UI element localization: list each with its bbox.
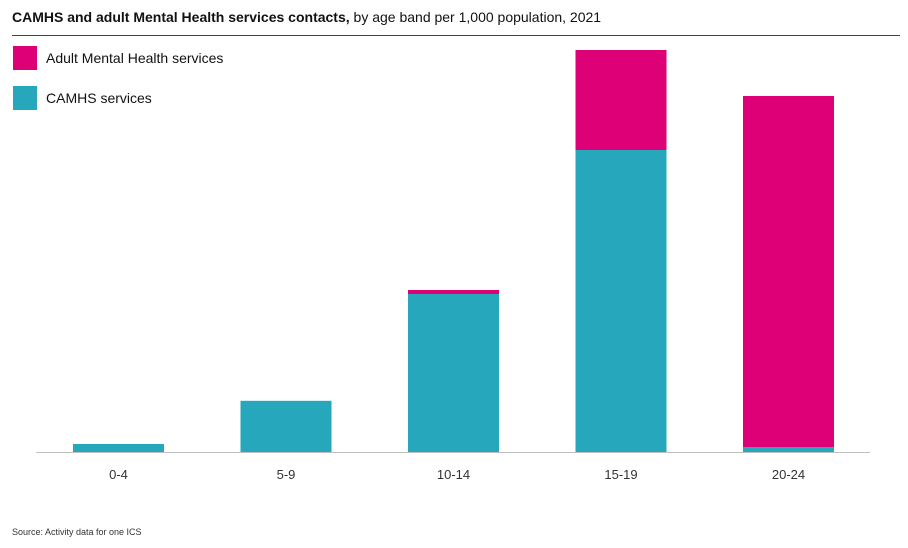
title-divider [12,35,900,36]
x-tick-label-5-9: 5-9 [277,467,296,482]
chart-title-rest: by age band per 1,000 population, 2021 [349,9,602,25]
bar-camhs-5-9 [240,400,332,452]
source-note: Source: Activity data for one ICS [12,527,142,537]
x-tick-label-15-19: 15-19 [604,467,637,482]
legend-item-adult: Adult Mental Health services [13,46,223,70]
bar-camhs-10-14 [408,294,499,452]
legend-swatch-adult [13,46,37,70]
legend-label-adult: Adult Mental Health services [46,50,224,66]
bar-camhs-20-24 [743,447,834,452]
x-tick-label-20-24: 20-24 [772,467,805,482]
bar-camhs-15-19 [575,150,667,452]
legend-label-camhs: CAMHS services [46,90,152,106]
bar-adult-10-14 [408,290,499,294]
bar-adult-15-19 [575,50,667,150]
legend-swatch-camhs [13,86,37,110]
x-tick-label-10-14: 10-14 [437,467,470,482]
bar-adult-20-24 [743,96,834,448]
chart-title-bold: CAMHS and adult Mental Health services c… [12,9,350,25]
legend-item-camhs: CAMHS services [13,86,152,110]
x-tick-label-0-4: 0-4 [109,467,128,482]
chart-title: CAMHS and adult Mental Health services c… [12,9,601,25]
bar-camhs-0-4 [73,444,164,452]
